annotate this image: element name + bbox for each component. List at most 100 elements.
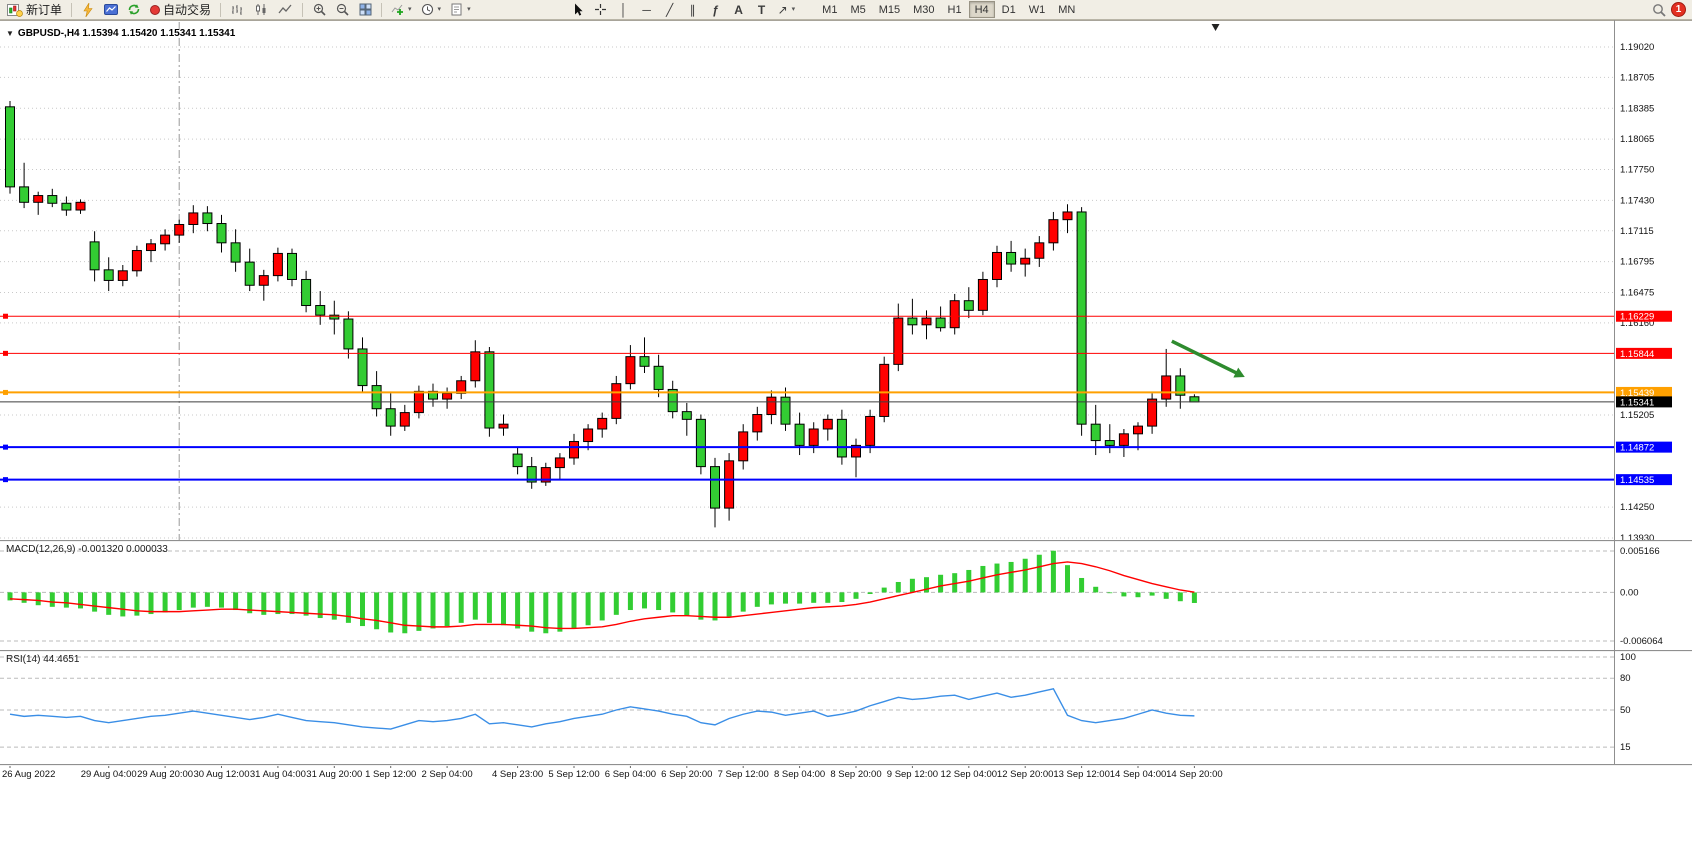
svg-text:14 Sep 04:00: 14 Sep 04:00 bbox=[1110, 769, 1167, 780]
svg-text:1.16160: 1.16160 bbox=[1620, 318, 1654, 329]
channel-icon: ∥ bbox=[689, 2, 696, 17]
toolbar-separator bbox=[71, 2, 73, 17]
svg-text:1.17750: 1.17750 bbox=[1620, 165, 1654, 176]
line-chart-icon bbox=[278, 4, 292, 14]
timeframe-M30-button[interactable]: M30 bbox=[913, 3, 935, 16]
hline-1.15844[interactable]: 1.15844 bbox=[0, 347, 1672, 360]
candlestick-icon bbox=[256, 4, 266, 15]
indicators-button[interactable]: ▾ bbox=[387, 1, 416, 19]
macd-name: MACD(12,26,9) bbox=[6, 544, 76, 555]
zoom-in-button[interactable] bbox=[308, 1, 330, 19]
crosshair-tool-button[interactable] bbox=[590, 1, 612, 19]
toolbar-separator bbox=[381, 2, 383, 17]
search-icon[interactable] bbox=[1652, 3, 1666, 17]
svg-text:5 Sep 12:00: 5 Sep 12:00 bbox=[548, 769, 599, 780]
notification-badge[interactable]: 1 bbox=[1671, 2, 1686, 17]
price-axis[interactable]: 1.19020 1.18705 1.18385 1.18065 1.17750 1.174… bbox=[1620, 42, 1654, 544]
timeframe-M15-button[interactable]: M15 bbox=[878, 3, 901, 16]
vertical-line-tool-button[interactable]: │ bbox=[613, 1, 635, 19]
timeframe-M5-button[interactable]: M5 bbox=[850, 3, 866, 16]
svg-text:-0.006064: -0.006064 bbox=[1620, 636, 1663, 647]
svg-text:1.14250: 1.14250 bbox=[1620, 502, 1654, 513]
fibonacci-tool-button[interactable]: ƒ bbox=[705, 1, 727, 19]
horizontal-line-tool-button[interactable]: ─ bbox=[636, 1, 658, 19]
tile-windows-icon bbox=[359, 3, 372, 16]
line-chart-mode-button[interactable] bbox=[274, 1, 297, 19]
cursor-tool-button[interactable] bbox=[567, 1, 589, 19]
svg-text:1.15205: 1.15205 bbox=[1620, 410, 1654, 421]
terminal-button[interactable] bbox=[100, 1, 122, 19]
candlestick-mode-button[interactable] bbox=[250, 1, 273, 19]
arrow-tool-icon: ↗ bbox=[777, 2, 788, 17]
text-tool-button[interactable]: A bbox=[728, 1, 750, 19]
refresh-icon bbox=[128, 4, 140, 15]
chart-shift-marker[interactable] bbox=[1211, 24, 1220, 31]
chevron-down-icon: ▾ bbox=[791, 6, 796, 13]
refresh-button[interactable] bbox=[123, 1, 145, 19]
channel-tool-button[interactable]: ∥ bbox=[682, 1, 704, 19]
clock-icon bbox=[421, 3, 433, 16]
hline-1.15341[interactable]: 1.15341 bbox=[0, 396, 1672, 408]
timeframe-W1-button[interactable]: W1 bbox=[1028, 3, 1046, 16]
svg-text:2 Sep 04:00: 2 Sep 04:00 bbox=[421, 769, 472, 780]
chart-canvas[interactable]: 1.19020 1.18705 1.18385 1.18065 1.17750 1.174… bbox=[0, 20, 1692, 846]
svg-text:50: 50 bbox=[1620, 705, 1631, 716]
timeframe-D1-button[interactable]: D1 bbox=[1001, 3, 1016, 16]
svg-text:0.00: 0.00 bbox=[1620, 587, 1639, 598]
auto-trading-label: 自动交易 bbox=[163, 3, 212, 17]
svg-text:1.18385: 1.18385 bbox=[1620, 103, 1654, 114]
fibonacci-icon: ƒ bbox=[712, 2, 719, 17]
rsi-value: 44.4651 bbox=[43, 654, 80, 665]
trendline-tool-button[interactable]: ╱ bbox=[659, 1, 681, 19]
toolbar-separator bbox=[220, 2, 222, 17]
macd-panel[interactable]: 0.005166 0.00 -0.006064 bbox=[0, 546, 1663, 647]
svg-text:4 Sep 23:00: 4 Sep 23:00 bbox=[492, 769, 543, 780]
tile-windows-button[interactable] bbox=[354, 1, 376, 19]
chevron-down-icon: ▾ bbox=[467, 6, 471, 13]
zoom-out-button[interactable] bbox=[331, 1, 353, 19]
svg-text:1.14535: 1.14535 bbox=[1620, 475, 1654, 486]
svg-text:1.15341: 1.15341 bbox=[1620, 397, 1654, 408]
mql-wizard-button[interactable] bbox=[77, 1, 99, 19]
auto-trading-button[interactable]: 自动交易 bbox=[146, 1, 215, 19]
rsi-panel[interactable]: 100 80 50 15 bbox=[0, 652, 1636, 753]
new-order-button[interactable]: 新订单 bbox=[3, 1, 66, 19]
cursor-icon bbox=[574, 3, 583, 16]
text-tool-icon: A bbox=[734, 2, 743, 17]
arrows-tool-button[interactable]: ↗ ▾ bbox=[774, 1, 800, 19]
svg-text:1.14872: 1.14872 bbox=[1620, 443, 1654, 454]
timeframe-H1-button[interactable]: H1 bbox=[947, 3, 962, 16]
svg-text:1.18065: 1.18065 bbox=[1620, 134, 1654, 145]
timeframe-H4-button[interactable]: H4 bbox=[968, 1, 995, 18]
symbol-dropdown-icon[interactable]: ▼ bbox=[6, 29, 14, 38]
macd-signal-line bbox=[9, 561, 1195, 630]
svg-text:8 Sep 04:00: 8 Sep 04:00 bbox=[774, 769, 825, 780]
hline-1.14535[interactable]: 1.14535 bbox=[0, 474, 1672, 486]
time-axis[interactable]: 26 Aug 2022 29 Aug 04:00 29 Aug 20:00 30 Au… bbox=[2, 765, 1223, 780]
hline-1.14872[interactable]: 1.14872 bbox=[0, 441, 1672, 454]
price-grid bbox=[0, 46, 1614, 539]
svg-text:1.17115: 1.17115 bbox=[1620, 226, 1654, 237]
bar-chart-mode-button[interactable] bbox=[226, 1, 249, 19]
svg-text:26 Aug 2022: 26 Aug 2022 bbox=[2, 769, 55, 780]
svg-text:6 Sep 04:00: 6 Sep 04:00 bbox=[605, 769, 656, 780]
templates-button[interactable]: ▾ bbox=[446, 1, 475, 19]
timeframe-MN-button[interactable]: MN bbox=[1058, 3, 1076, 16]
hline-1.16229[interactable]: 1.16229 bbox=[0, 310, 1672, 323]
svg-text:100: 100 bbox=[1620, 652, 1636, 663]
template-icon bbox=[451, 3, 462, 16]
svg-text:14 Sep 20:00: 14 Sep 20:00 bbox=[1166, 769, 1223, 780]
text-label-tool-button[interactable]: T bbox=[751, 1, 773, 19]
svg-text:29 Aug 04:00: 29 Aug 04:00 bbox=[81, 769, 137, 780]
timeframe-menu-button[interactable]: ▾ bbox=[417, 1, 446, 19]
timeframe-toolbar: M1 M5 M15 M30 H1 H4 D1 W1 MN bbox=[816, 1, 1081, 18]
svg-text:1 Sep 12:00: 1 Sep 12:00 bbox=[365, 769, 416, 780]
zoom-in-icon bbox=[313, 3, 326, 16]
timeframe-M1-button[interactable]: M1 bbox=[822, 3, 838, 16]
trend-arrow-annotation[interactable] bbox=[1171, 339, 1245, 378]
svg-text:29 Aug 20:00: 29 Aug 20:00 bbox=[137, 769, 193, 780]
hline-1.15439[interactable]: 1.15439 bbox=[0, 386, 1672, 399]
svg-text:1.18705: 1.18705 bbox=[1620, 72, 1654, 83]
new-order-icon bbox=[7, 3, 23, 17]
